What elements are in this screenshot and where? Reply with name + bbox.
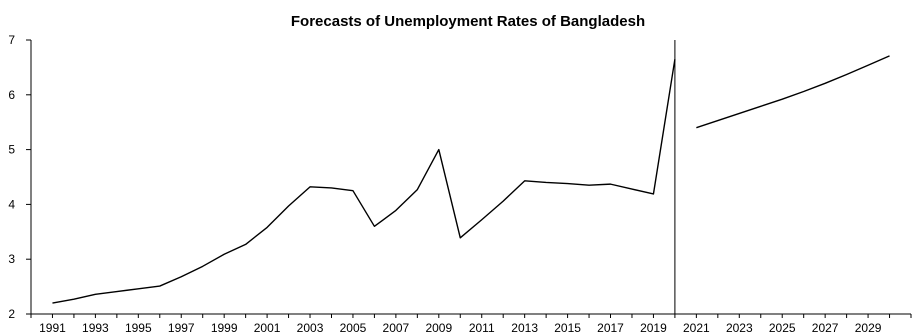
x-tick-label: 2029 xyxy=(855,321,882,335)
x-tick-label: 2015 xyxy=(554,321,581,335)
x-tick-label: 2007 xyxy=(383,321,410,335)
forecast-series-line xyxy=(696,55,890,129)
x-tick-label: 1995 xyxy=(125,321,152,335)
x-tick-label: 2001 xyxy=(254,321,281,335)
x-tick-label: 2011 xyxy=(469,321,495,335)
y-tick-label: 2 xyxy=(8,307,15,321)
y-tick-label: 5 xyxy=(8,143,15,157)
x-tick-label: 1999 xyxy=(211,321,238,335)
x-tick-label: 1997 xyxy=(168,321,195,335)
x-tick-label: 2013 xyxy=(511,321,538,335)
x-tick-label: 1991 xyxy=(39,321,66,335)
y-tick-label: 6 xyxy=(8,88,15,102)
x-tick-label: 2023 xyxy=(726,321,753,335)
y-tick-label: 3 xyxy=(8,252,15,266)
x-tick-label: 2027 xyxy=(812,321,839,335)
tick-marks xyxy=(26,39,912,318)
x-tick-label: 2005 xyxy=(340,321,367,335)
y-tick-label: 7 xyxy=(8,33,15,47)
x-tick-label: 1993 xyxy=(82,321,109,335)
series-lines xyxy=(52,55,890,304)
x-tick-label: 2019 xyxy=(640,321,667,335)
x-tick-label: 2009 xyxy=(425,321,452,335)
tick-labels: 2 3 4 5 6 7 1991 1993 1995 1997 1999 2001 2003 2005 20… xyxy=(8,33,881,335)
historical-series-line xyxy=(52,59,676,304)
y-tick-label: 4 xyxy=(8,197,15,211)
x-tick-label: 2003 xyxy=(297,321,324,335)
x-tick-label: 2025 xyxy=(769,321,796,335)
chart-title: Forecasts of Unemployment Rates of Bangl… xyxy=(291,13,645,30)
x-tick-label: 2021 xyxy=(683,321,710,335)
x-tick-label: 2017 xyxy=(597,321,624,335)
axes xyxy=(30,40,911,315)
